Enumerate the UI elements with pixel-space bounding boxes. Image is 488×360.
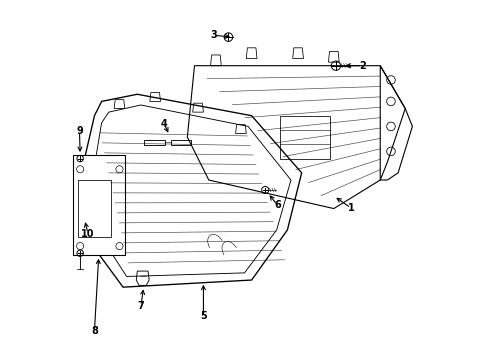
Text: 3: 3 <box>210 30 217 40</box>
Text: 7: 7 <box>137 301 144 311</box>
Bar <box>280 116 329 158</box>
Text: 2: 2 <box>358 61 365 71</box>
Text: 6: 6 <box>273 200 280 210</box>
Text: 5: 5 <box>200 311 206 321</box>
Text: 4: 4 <box>161 118 167 129</box>
Bar <box>78 180 110 237</box>
Text: 1: 1 <box>347 203 354 213</box>
Text: 8: 8 <box>91 326 98 336</box>
Text: 10: 10 <box>81 229 95 239</box>
Text: 9: 9 <box>76 126 82 136</box>
Bar <box>73 155 124 255</box>
